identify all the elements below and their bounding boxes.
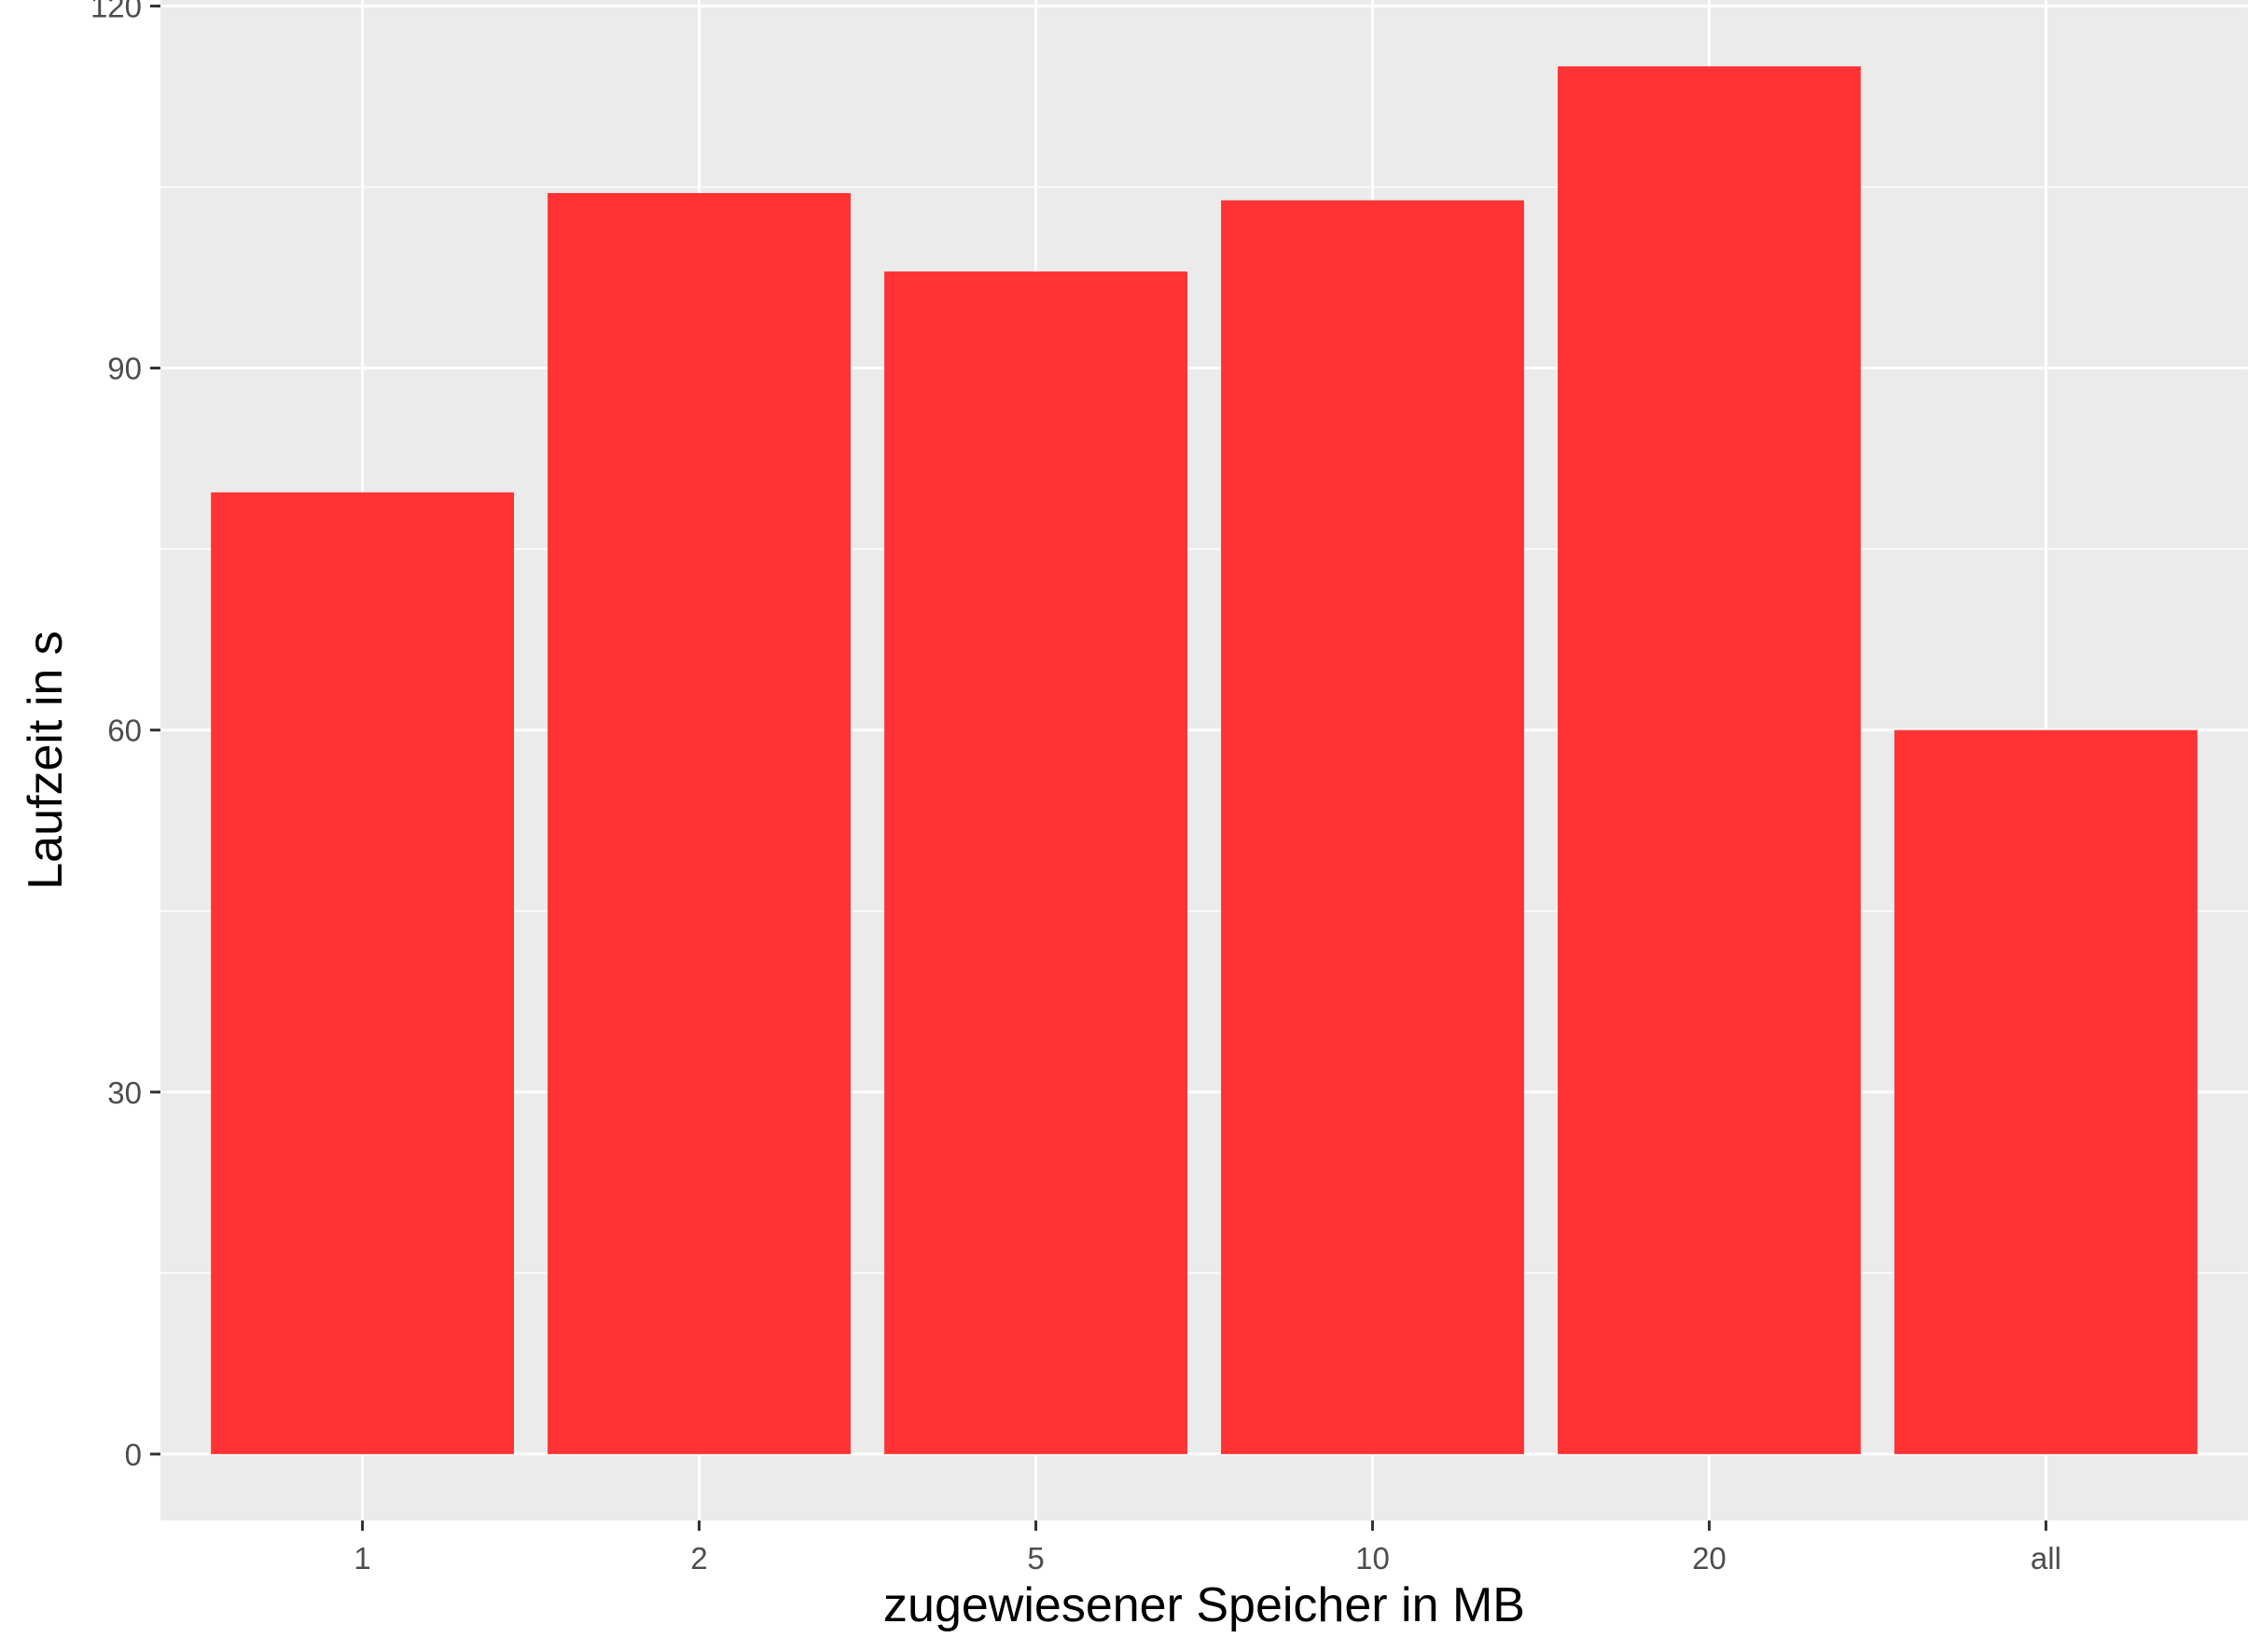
- bar-all: [1893, 729, 2198, 1454]
- y-tick-label: 120: [90, 0, 142, 23]
- bars: [211, 66, 2198, 1454]
- y-tick-label: 30: [107, 1076, 142, 1110]
- x-tick-label: 1: [354, 1541, 370, 1576]
- y-tick-label: 90: [107, 352, 142, 386]
- x-tick-label: all: [2031, 1541, 2061, 1576]
- x-axis: 1 2 5 10 20 all: [354, 1520, 2061, 1576]
- y-tick-label: 0: [125, 1437, 142, 1472]
- y-tick-label: 60: [107, 714, 142, 748]
- bar-10: [1221, 200, 1524, 1454]
- bar-1: [211, 492, 515, 1454]
- bar-5: [884, 271, 1187, 1454]
- y-axis: 0 30 60 90 120: [90, 0, 160, 1472]
- bar-20: [1558, 66, 1861, 1454]
- bar-2: [548, 192, 851, 1454]
- x-tick-label: 2: [690, 1541, 707, 1576]
- x-tick-label: 5: [1027, 1541, 1044, 1576]
- y-axis-title: Laufzeit in s: [19, 631, 73, 890]
- x-tick-label: 20: [1692, 1541, 1727, 1576]
- x-axis-title: zugewiesener Speicher in MB: [883, 1578, 1525, 1632]
- x-tick-label: 10: [1355, 1541, 1390, 1576]
